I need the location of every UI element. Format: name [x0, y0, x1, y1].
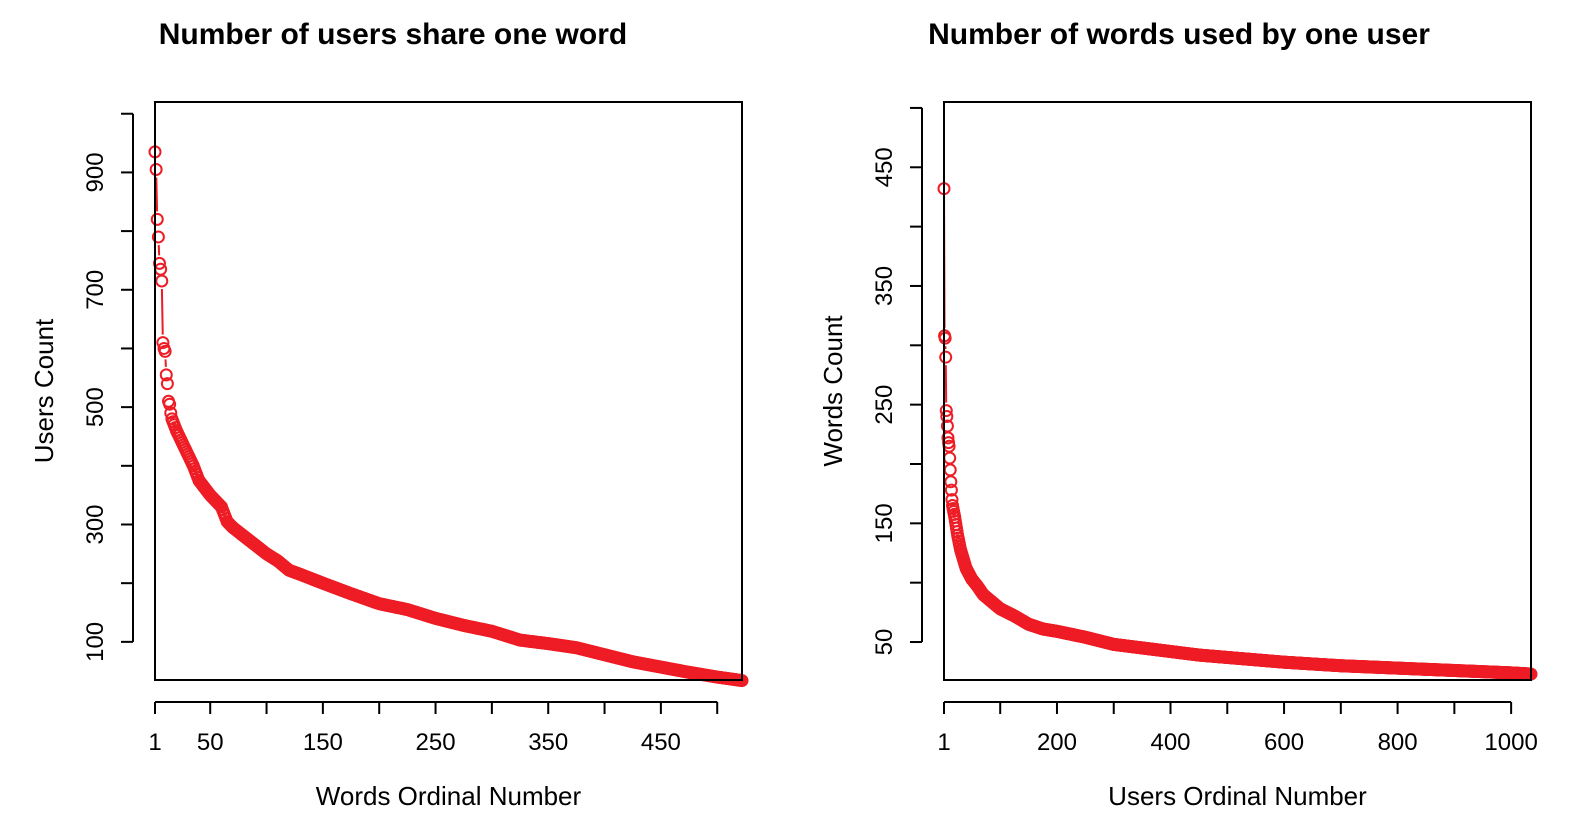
- y-tick-label: 250: [871, 385, 898, 425]
- x-tick-label: 800: [1378, 729, 1418, 756]
- data-point: [940, 410, 954, 424]
- data-point: [945, 493, 959, 507]
- y-tick-label: 150: [871, 503, 898, 543]
- data-point: [943, 463, 957, 477]
- y-tick-label: 300: [82, 504, 109, 544]
- y-tick-label: 500: [82, 387, 109, 427]
- x-tick-label: 200: [1037, 729, 1077, 756]
- chart-svg: 1 200 400 600 800 1000 50 150 250 350 450 Users Ord…: [818, 101, 1538, 811]
- data-point: [156, 336, 170, 350]
- data-point: [158, 344, 172, 358]
- data-point: [944, 483, 958, 497]
- x-tick-label: 1: [937, 729, 950, 756]
- data-point: [939, 404, 953, 418]
- x-axis-title: Words Ordinal Number: [316, 781, 582, 811]
- y-axis-title: Users Count: [29, 318, 59, 463]
- chart-title: Number of words used by one user: [928, 18, 1430, 51]
- data-point: [151, 230, 165, 244]
- x-tick-label: 600: [1264, 729, 1304, 756]
- data-point: [150, 212, 164, 226]
- data-series: [937, 182, 1538, 681]
- y-axis-title: Words Count: [818, 315, 848, 467]
- chart-title: Number of users share one word: [158, 18, 628, 51]
- series-line-segment: [160, 288, 164, 335]
- data-point: [159, 368, 173, 382]
- data-point: [149, 162, 163, 176]
- y-tick-label: 100: [82, 622, 109, 662]
- plot-frame: [943, 101, 1532, 681]
- y-tick-label: 900: [82, 152, 109, 192]
- data-point: [939, 350, 953, 364]
- data-point: [160, 377, 174, 391]
- data-point: [164, 406, 178, 420]
- x-tick-label: 50: [197, 729, 224, 756]
- data-point: [155, 274, 169, 288]
- x-tick-label: 1: [148, 729, 161, 756]
- data-series: [148, 145, 749, 688]
- x-tick-label: 250: [416, 729, 456, 756]
- data-point: [163, 397, 177, 411]
- x-tick-label: 450: [641, 729, 681, 756]
- data-point: [938, 331, 952, 345]
- data-point: [944, 475, 958, 489]
- chart-panel-words-per-user: Number of words used by one user 1 200 400…: [786, 0, 1572, 832]
- y-tick-label: 350: [871, 266, 898, 306]
- x-tick-label: 1000: [1484, 729, 1537, 756]
- data-point: [943, 451, 957, 465]
- y-tick-label: 450: [871, 147, 898, 187]
- x-axis-title: Users Ordinal Number: [1108, 781, 1367, 811]
- y-tick-label: 50: [871, 629, 898, 656]
- x-tick-label: 350: [528, 729, 568, 756]
- data-point: [941, 431, 955, 445]
- plot-frame: [154, 101, 743, 681]
- y-tick-label: 700: [82, 270, 109, 310]
- x-tick-label: 400: [1150, 729, 1190, 756]
- chart-panel-users-per-word: Number of users share one word 1 50 150 250…: [29, 18, 749, 811]
- x-tick-label: 150: [303, 729, 343, 756]
- series-line-segment: [155, 177, 159, 212]
